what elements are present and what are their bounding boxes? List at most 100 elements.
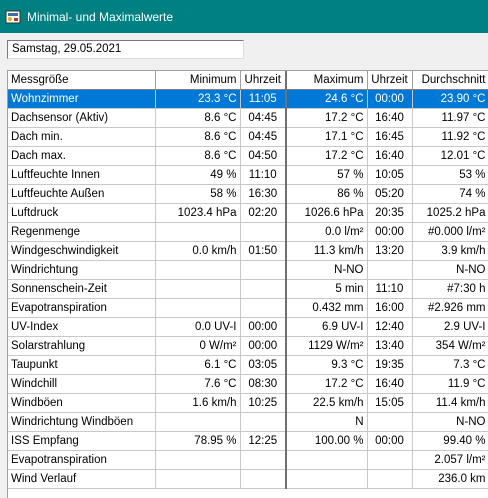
cell-maximum: 11.3 km/h [286, 241, 368, 261]
date-field[interactable]: Samstag, 29.05.2021 [7, 40, 244, 59]
cell-minimum: 7.6 °C [155, 374, 241, 394]
table-row[interactable]: Windgeschwindigkeit 0.0 km/h 01:50 11.3 km/… [8, 241, 488, 261]
cell-max-time: 12:40 [367, 317, 413, 337]
table-row[interactable]: ISS Empfang 78.95 % 12:25 100.00 % 00:00 99.4… [8, 431, 488, 451]
cell-min-time: 02:20 [240, 203, 287, 223]
cell-average: 3.9 km/h [412, 241, 488, 261]
cell-minimum [155, 260, 241, 280]
cell-average: 11.9 °C [412, 374, 488, 394]
cell-maximum: 100.00 % [286, 431, 368, 451]
cell-minimum: 8.6 °C [155, 108, 241, 128]
cell-minimum: 1.6 km/h [155, 393, 241, 413]
column-header-maximum[interactable]: Maximum [286, 71, 368, 90]
cell-average: 11.4 km/h [412, 393, 488, 413]
table-row[interactable]: Taupunkt 6.1 °C 03:05 9.3 °C 19:35 7.3 °C [8, 355, 488, 375]
cell-maximum: 22.5 km/h [286, 393, 368, 413]
table-row[interactable]: Evapotranspiration 2.057 l/m² [8, 450, 488, 470]
cell-min-time: 04:50 [240, 146, 287, 166]
table-row[interactable]: UV-Index 0.0 UV-I 00:00 6.9 UV-I 12:40 2.9 UV… [8, 317, 488, 337]
column-header-measure[interactable]: Messgröße [8, 71, 156, 90]
cell-average: 99.40 % [412, 431, 488, 451]
table-row[interactable]: Luftfeuchte Innen 49 % 11:10 57 % 10:05 53 % [8, 165, 488, 185]
cell-maximum: 6.9 UV-I [286, 317, 368, 337]
cell-average: 12.01 °C [412, 146, 488, 166]
table-row[interactable]: Wind Verlauf 236.0 km [8, 469, 488, 489]
column-header-max-time[interactable]: Uhrzeit [367, 71, 413, 90]
column-header-min-time[interactable]: Uhrzeit [240, 71, 287, 90]
cell-measure: UV-Index [8, 317, 156, 337]
min-max-table[interactable]: Messgröße Minimum Uhrzeit Maximum Uhrzei… [7, 70, 488, 498]
cell-maximum: 17.2 °C [286, 108, 368, 128]
cell-min-time: 10:25 [240, 393, 287, 413]
cell-max-time: 11:10 [367, 279, 413, 299]
cell-measure: Luftfeuchte Außen [8, 184, 156, 204]
cell-maximum: 0.432 mm [286, 298, 368, 318]
cell-average: 2.9 UV-I [412, 317, 488, 337]
table-row[interactable]: Solarstrahlung 0 W/m² 00:00 1129 W/m² 13:40 3… [8, 336, 488, 356]
cell-measure: Regenmenge [8, 222, 156, 242]
cell-average: #2.926 mm [412, 298, 488, 318]
cell-measure: Dachsensor (Aktiv) [8, 108, 156, 128]
cell-min-time: 03:05 [240, 355, 287, 375]
table-row[interactable]: Dach min. 8.6 °C 04:45 17.1 °C 16:45 11.92 °C [8, 127, 488, 147]
cell-average: 23.90 °C [412, 89, 488, 109]
window-title: Minimal- und Maximalwerte [27, 9, 174, 24]
cell-max-time: 00:00 [367, 431, 413, 451]
table-row[interactable]: Windrichtung Windböen N N-NO [8, 412, 488, 432]
cell-minimum: 0.0 UV-I [155, 317, 241, 337]
cell-minimum [155, 412, 241, 432]
cell-max-time: 05:20 [367, 184, 413, 204]
cell-max-time: 16:40 [367, 146, 413, 166]
cell-max-time [367, 260, 413, 280]
cell-average: N-NO [412, 412, 488, 432]
cell-average: 11.97 °C [412, 108, 488, 128]
table-row[interactable]: Evapotranspiration 0.432 mm 16:00 #2.926 mm [8, 298, 488, 318]
cell-measure: Taupunkt [8, 355, 156, 375]
cell-measure: Luftfeuchte Innen [8, 165, 156, 185]
cell-maximum [286, 469, 368, 489]
cell-average: N-NO [412, 260, 488, 280]
cell-max-time: 00:00 [367, 222, 413, 242]
cell-measure: Dach max. [8, 146, 156, 166]
cell-measure: Windchill [8, 374, 156, 394]
cell-min-time: 04:45 [240, 127, 287, 147]
cell-measure: Windrichtung [8, 260, 156, 280]
cell-min-time [240, 469, 287, 489]
cell-minimum: 49 % [155, 165, 241, 185]
table-row[interactable]: Windrichtung N-NO N-NO [8, 260, 488, 280]
table-row[interactable]: Windböen 1.6 km/h 10:25 22.5 km/h 15:05 11.4 … [8, 393, 488, 413]
cell-maximum: 5 min [286, 279, 368, 299]
cell-minimum [155, 279, 241, 299]
cell-minimum [155, 450, 241, 470]
table-row[interactable]: Windchill 7.6 °C 08:30 17.2 °C 16:40 11.9 °C [8, 374, 488, 394]
cell-minimum: 1023.4 hPa [155, 203, 241, 223]
cell-max-time: 13:20 [367, 241, 413, 261]
table-row[interactable]: Wohnzimmer 23.3 °C 11:05 24.6 °C 00:00 23.90 … [8, 89, 488, 109]
cell-maximum: 57 % [286, 165, 368, 185]
table-row[interactable]: Dach max. 8.6 °C 04:50 17.2 °C 16:40 12.01 °C [8, 146, 488, 166]
table-row[interactable]: Regenmenge 0.0 l/m² 00:00 #0.000 l/m² [8, 222, 488, 242]
cell-minimum: 0.0 km/h [155, 241, 241, 261]
table-row[interactable]: Dachsensor (Aktiv) 8.6 °C 04:45 17.2 °C 16:4… [8, 108, 488, 128]
table-row[interactable]: Luftdruck 1023.4 hPa 02:20 1026.6 hPa 20:35 1… [8, 203, 488, 223]
cell-minimum: 0 W/m² [155, 336, 241, 356]
column-header-average[interactable]: Durchschnitt [412, 71, 488, 90]
cell-min-time [240, 260, 287, 280]
table-row[interactable]: Sonnenschein-Zeit 5 min 11:10 #7:30 h [8, 279, 488, 299]
table-row[interactable]: Luftfeuchte Außen 58 % 16:30 86 % 05:20 74 % [8, 184, 488, 204]
cell-measure: Evapotranspiration [8, 450, 156, 470]
cell-measure: Wohnzimmer [8, 89, 156, 109]
cell-max-time: 13:40 [367, 336, 413, 356]
cell-measure: Wind Verlauf [8, 469, 156, 489]
cell-average: 236.0 km [412, 469, 488, 489]
cell-minimum: 8.6 °C [155, 146, 241, 166]
cell-maximum: N-NO [286, 260, 368, 280]
cell-min-time: 11:05 [240, 89, 287, 109]
cell-average: 1025.2 hPa [412, 203, 488, 223]
cell-max-time: 20:35 [367, 203, 413, 223]
column-header-minimum[interactable]: Minimum [155, 71, 241, 90]
cell-measure: ISS Empfang [8, 431, 156, 451]
cell-max-time [367, 469, 413, 489]
cell-measure: Windgeschwindigkeit [8, 241, 156, 261]
cell-maximum: 9.3 °C [286, 355, 368, 375]
